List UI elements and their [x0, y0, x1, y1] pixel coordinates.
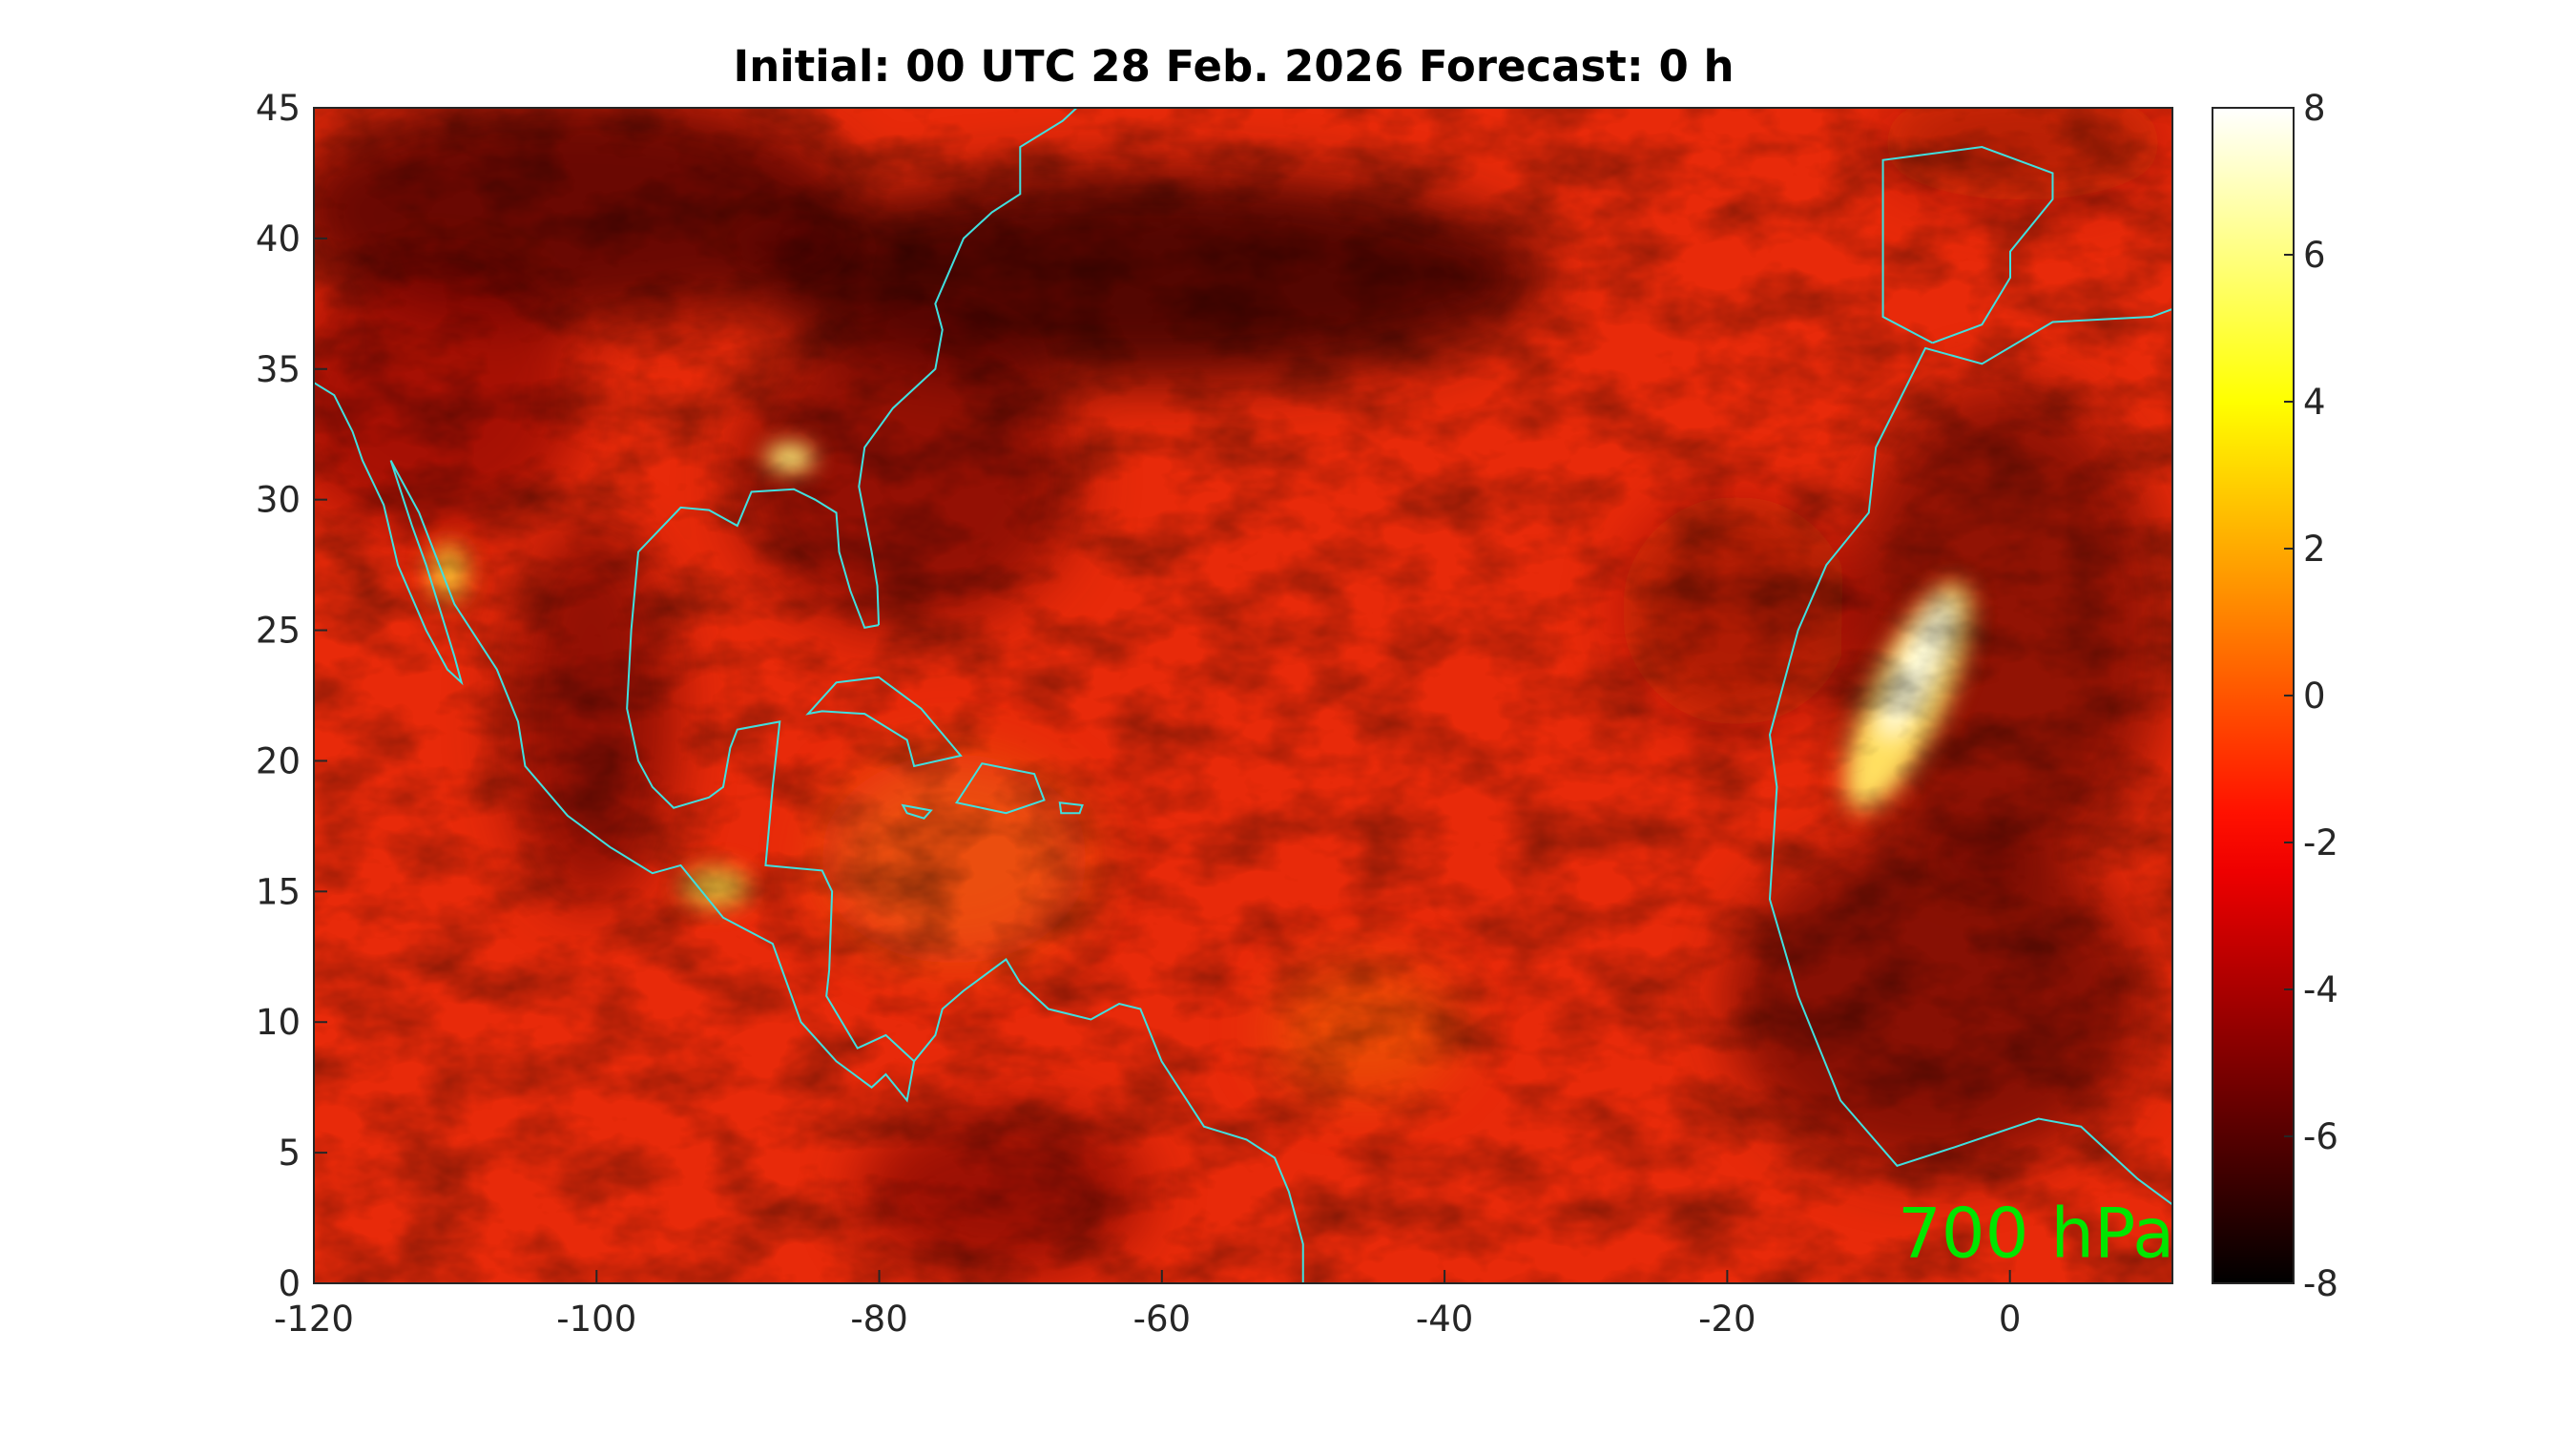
y-tick-label: 40	[256, 218, 301, 260]
y-tick-label: 30	[256, 480, 301, 521]
colorbar-tick-label: 4	[2303, 382, 2326, 423]
colorbar-tick-label: -8	[2303, 1263, 2338, 1304]
x-tick-label: -120	[274, 1299, 354, 1340]
y-tick-label: 35	[256, 349, 301, 390]
x-tick-label: -40	[1416, 1299, 1473, 1340]
y-tick-label: 15	[256, 871, 301, 912]
colorbar-tick-label: 8	[2303, 88, 2326, 129]
chart-title: Initial: 00 UTC 28 Feb. 2026 Forecast: 0…	[734, 41, 1735, 92]
x-tick-label: -100	[556, 1299, 636, 1340]
level-annotation: 700 hPa	[1898, 1194, 2174, 1274]
y-tick-label: 5	[278, 1133, 301, 1174]
x-tick-label: -60	[1133, 1299, 1191, 1340]
colorbar-tick-label: 0	[2303, 676, 2326, 717]
colorbar-tick-label: 2	[2303, 529, 2326, 570]
y-tick-label: 20	[256, 740, 301, 781]
plot-frame	[313, 107, 2173, 1284]
colorbar	[2212, 107, 2295, 1284]
y-tick-label: 45	[256, 88, 301, 129]
x-tick-label: -80	[850, 1299, 907, 1340]
y-tick-label: 10	[256, 1002, 301, 1043]
colorbar-tick-label: 6	[2303, 235, 2326, 276]
coastlines	[313, 108, 2172, 1283]
y-tick-label: 25	[256, 611, 301, 652]
field	[313, 108, 2172, 1283]
y-tick-label: 0	[278, 1263, 301, 1304]
colorbar-tick-label: -6	[2303, 1116, 2338, 1157]
colorbar-tick-label: -2	[2303, 822, 2338, 863]
x-tick-label: 0	[1999, 1299, 2022, 1340]
x-tick-label: -20	[1698, 1299, 1755, 1340]
colorbar-tick-label: -4	[2303, 969, 2338, 1010]
